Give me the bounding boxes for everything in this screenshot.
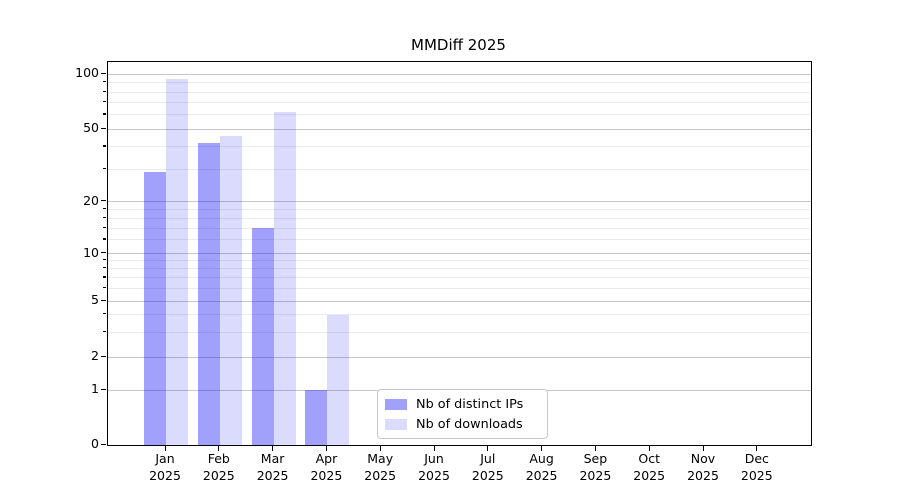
y-tick-mark-1 [101, 388, 106, 390]
gridline-major-5 [108, 300, 811, 302]
gridline-minor-60 [108, 114, 811, 116]
gridline-minor-8 [108, 268, 811, 270]
gridline-major-50 [108, 128, 811, 130]
y-tick-mark-minor-9 [103, 259, 106, 261]
x-tick-label-jan: Jan 2025 [149, 451, 181, 483]
plot-inner [108, 62, 811, 445]
y-tick-label-10: 10 [83, 244, 99, 260]
bar-downloads-apr [327, 314, 350, 445]
y-tick-label-0: 0 [91, 436, 99, 451]
x-tick-mark-oct [648, 445, 650, 451]
gridline-minor-18 [108, 208, 811, 210]
x-tick-mark-jan [164, 445, 166, 451]
x-tick-label-may: May 2025 [364, 451, 397, 483]
x-tick-mark-mar [272, 445, 274, 451]
gridline-minor-30 [108, 169, 811, 171]
x-tick-label-aug: Aug 2025 [525, 451, 558, 483]
y-tick-mark-minor-90 [103, 81, 106, 83]
legend-item-distinct-ips: Nb of distinct IPs [385, 394, 539, 414]
y-tick-mark-minor-7 [103, 276, 106, 278]
bar-distinct-ips-jan [144, 172, 166, 445]
x-tick-mark-dec [756, 445, 758, 451]
bar-downloads-mar [273, 112, 296, 445]
chart-title: MMDiff 2025 [411, 36, 506, 54]
y-tick-mark-50 [101, 127, 106, 129]
gridline-minor-4 [108, 314, 811, 316]
gridline-minor-90 [108, 82, 811, 84]
y-tick-mark-10 [101, 252, 106, 254]
y-tick-mark-minor-3 [103, 330, 106, 332]
y-tick-mark-5 [101, 299, 106, 301]
gridline-major-10 [108, 253, 811, 254]
legend-swatch-distinct-ips-icon [385, 398, 407, 410]
bar-distinct-ips-mar [251, 228, 274, 445]
x-tick-mark-sep [594, 445, 597, 451]
x-tick-mark-nov [702, 445, 704, 451]
x-tick-label-sep: Sep 2025 [579, 451, 612, 483]
y-tick-label-5: 5 [91, 292, 99, 307]
legend-swatch-downloads-icon [385, 418, 407, 430]
x-tick-mark-apr [325, 445, 328, 451]
y-tick-mark-minor-18 [103, 207, 106, 210]
y-tick-mark-20 [101, 200, 106, 202]
y-tick-mark-2 [101, 355, 106, 357]
legend-item-downloads: Nb of downloads [385, 414, 539, 434]
x-tick-label-feb: Feb 2025 [202, 451, 235, 483]
y-tick-mark-100 [101, 72, 106, 74]
y-tick-mark-minor-30 [103, 168, 106, 170]
gridline-minor-16 [108, 217, 811, 219]
y-tick-mark-minor-12 [103, 238, 106, 240]
gridline-major-100 [108, 73, 811, 75]
y-tick-mark-0 [101, 443, 106, 445]
gridline-major-20 [108, 201, 811, 202]
gridline-minor-3 [108, 331, 811, 333]
y-tick-label-50: 50 [83, 120, 99, 136]
y-tick-mark-minor-14 [103, 226, 106, 228]
x-tick-mark-feb [218, 445, 220, 451]
x-tick-mark-aug [541, 445, 543, 451]
x-tick-mark-jun [433, 445, 435, 451]
gridline-minor-6 [108, 288, 811, 289]
gridline-minor-7 [108, 277, 811, 279]
x-tick-label-apr: Apr 2025 [310, 451, 343, 483]
gridline-major-2 [108, 356, 811, 358]
y-tick-mark-minor-4 [103, 313, 106, 315]
x-tick-mark-jul [487, 445, 489, 451]
bar-distinct-ips-feb [197, 143, 220, 445]
y-tick-label-2: 2 [91, 348, 99, 363]
x-tick-label-dec: Dec 2025 [740, 451, 773, 483]
gridline-minor-70 [108, 102, 811, 104]
bar-distinct-ips-apr [305, 390, 328, 445]
gridline-minor-40 [108, 146, 811, 148]
gridline-minor-80 [108, 91, 811, 93]
y-tick-mark-minor-16 [103, 216, 106, 218]
x-tick-label-jun: Jun 2025 [418, 451, 450, 483]
gridline-minor-14 [108, 227, 811, 229]
legend-label-distinct-ips: Nb of distinct IPs [416, 396, 524, 412]
y-tick-mark-minor-8 [103, 267, 106, 269]
gridline-minor-12 [108, 239, 811, 241]
y-tick-label-20: 20 [83, 192, 99, 208]
legend-label-downloads: Nb of downloads [416, 416, 523, 432]
y-tick-label-100: 100 [75, 65, 99, 81]
x-tick-label-nov: Nov 2025 [687, 451, 719, 483]
bar-downloads-jan [166, 79, 188, 445]
y-tick-mark-minor-6 [103, 287, 106, 289]
x-tick-label-oct: Oct 2025 [633, 451, 666, 483]
y-tick-mark-minor-60 [103, 113, 106, 115]
y-tick-mark-minor-70 [103, 101, 106, 103]
y-tick-mark-minor-40 [103, 145, 106, 147]
x-tick-label-mar: Mar 2025 [256, 451, 289, 483]
gridline-minor-9 [108, 260, 811, 262]
plot-area [107, 61, 812, 446]
legend: Nb of distinct IPs Nb of downloads [377, 389, 548, 439]
y-tick-mark-minor-80 [103, 90, 106, 92]
y-tick-label-1: 1 [91, 381, 99, 397]
x-tick-label-jul: Jul 2025 [471, 451, 504, 483]
x-tick-mark-may [379, 445, 381, 451]
bar-downloads-feb [219, 135, 242, 445]
